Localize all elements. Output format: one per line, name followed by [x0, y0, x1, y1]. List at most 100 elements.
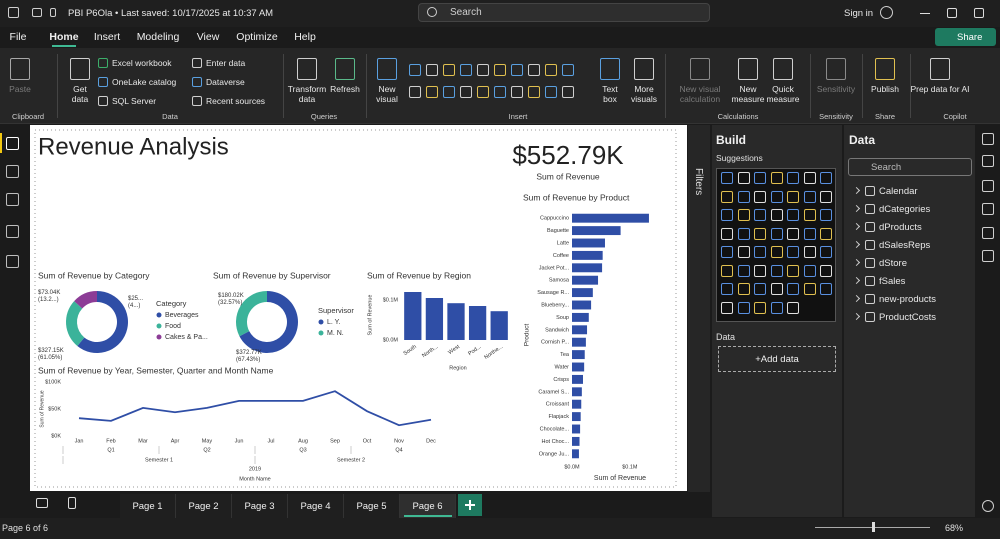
report-title: Revenue Analysis	[38, 133, 229, 160]
y-tick-label: Baguette	[547, 228, 569, 234]
x-tick-label: Apr	[171, 438, 180, 444]
legend-marker	[319, 320, 324, 325]
y-tick-label: Crisps	[553, 377, 569, 383]
y-tick-label: Samosa	[549, 278, 570, 284]
y-axis-title: Sum of Revenue	[39, 390, 45, 427]
y-tick-label: Caramel S...	[538, 389, 569, 395]
bar	[491, 311, 508, 340]
x-tick-label: Nov	[394, 438, 404, 444]
quarter-label: Q4	[395, 447, 402, 453]
legend-label: M. N.	[327, 330, 344, 337]
bar	[572, 239, 605, 248]
x-tick-label: Mar	[138, 438, 148, 444]
bar	[447, 303, 464, 340]
y-tick-label: Tea	[560, 352, 570, 358]
y-tick-label: $50K	[48, 406, 61, 412]
x-tick-label: Sep	[330, 438, 340, 444]
x-tick-label: Northe...	[483, 344, 504, 361]
chart-title: Sum of Revenue by Category	[38, 270, 150, 280]
y-tick-label: Latte	[557, 240, 569, 246]
x-axis-title: Region	[449, 365, 466, 371]
y-tick-label: Soup	[556, 315, 569, 321]
line-series	[79, 391, 431, 425]
y-axis-title: Product	[524, 324, 531, 347]
y-tick-label: Coffee	[553, 253, 569, 259]
x-axis-title: Month Name	[239, 476, 271, 482]
chart-title: Sum of Revenue by Year, Semester, Quarte…	[38, 365, 274, 375]
y-tick-label: $0.1M	[383, 297, 399, 303]
quarter-label: Q2	[203, 447, 210, 453]
y-tick-label: Hot Choc...	[541, 439, 569, 445]
legend-label: Beverages	[165, 312, 199, 319]
bar	[572, 338, 586, 347]
y-axis-title: Sum of Revenue	[367, 295, 373, 336]
y-tick-label: Cappuccino	[540, 216, 569, 222]
x-tick-label: Aug	[298, 438, 308, 444]
legend-title: Supervisor	[318, 306, 354, 315]
bar	[572, 437, 580, 446]
legend-marker	[157, 313, 162, 318]
y-tick-label: Croissant	[546, 402, 570, 408]
x-tick-label: Pod...	[467, 344, 483, 357]
bar	[572, 288, 593, 297]
data-label: $73.04K(13.2...)	[38, 290, 60, 303]
y-tick-label: $0.0M	[383, 337, 399, 343]
bar	[572, 449, 579, 458]
x-tick-label: Jul	[267, 438, 274, 444]
x-tick-label: Oct	[363, 438, 372, 444]
x-axis-title: Sum of Revenue	[594, 475, 646, 482]
x-tick-label: Dec	[426, 438, 436, 444]
legend-marker	[319, 331, 324, 336]
quarter-label: Q3	[299, 447, 306, 453]
semester-label: Semester 2	[337, 457, 365, 463]
bar	[572, 425, 580, 434]
x-tick-label: Jun	[235, 438, 244, 444]
bar	[572, 214, 649, 223]
data-label: $327.15K(61.05%)	[38, 348, 64, 361]
bar	[404, 292, 421, 340]
legend-title: Category	[156, 299, 187, 308]
bar	[426, 298, 443, 340]
legend-marker	[157, 324, 162, 329]
x-tick-label: $0.0M	[564, 464, 580, 470]
semester-label: Semester 1	[145, 457, 173, 463]
bar	[572, 251, 603, 260]
bar	[572, 226, 621, 235]
bar	[469, 306, 486, 340]
legend-label: L. Y.	[327, 319, 340, 326]
y-tick-label: Cornish P...	[541, 340, 569, 346]
quarter-label: Q1	[107, 447, 114, 453]
bar	[572, 400, 581, 409]
x-tick-label: West	[447, 344, 461, 356]
x-tick-label: South	[403, 344, 418, 357]
y-tick-label: Orange Ju...	[539, 451, 570, 457]
data-label: $372.77K(67.43%)	[236, 350, 262, 363]
bar	[572, 313, 589, 322]
y-tick-label: Water	[555, 364, 570, 370]
chart-title: Sum of Revenue by Region	[367, 270, 471, 280]
x-tick-label: May	[202, 438, 213, 444]
y-tick-label: Chocolate...	[540, 426, 570, 432]
data-label: $25...(4...)	[128, 296, 143, 309]
bar	[572, 263, 602, 272]
bar	[572, 363, 584, 372]
bar	[572, 301, 591, 310]
bar	[572, 350, 585, 359]
legend-label: Food	[165, 323, 181, 330]
x-tick-label: North...	[421, 344, 440, 360]
y-tick-label: Flapjack	[549, 414, 570, 420]
data-label: $180.02K(32.57%)	[218, 293, 244, 306]
bar	[572, 387, 582, 396]
y-tick-label: Blueberry...	[541, 302, 569, 308]
card-value: $552.79K	[512, 140, 624, 170]
bar	[572, 325, 587, 334]
y-tick-label: $100K	[45, 379, 61, 385]
legend-label: Cakes & Pa...	[165, 334, 208, 341]
card-label: Sum of Revenue	[536, 171, 600, 181]
bar	[572, 375, 583, 384]
y-tick-label: Sausage R...	[537, 290, 569, 296]
y-tick-label: Sandwich	[545, 327, 569, 333]
x-tick-label: Feb	[106, 438, 115, 444]
